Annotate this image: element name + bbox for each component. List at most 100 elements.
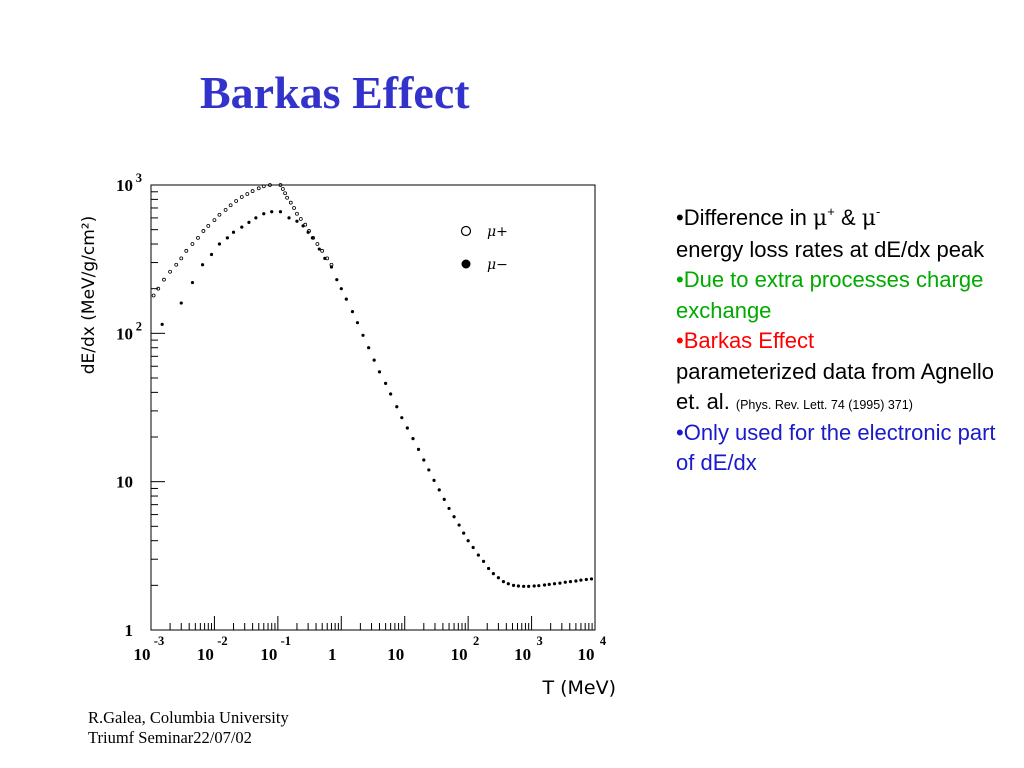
data-point-mu-minus (209, 252, 214, 257)
data-point-mu-minus (452, 515, 456, 519)
data-point-mu-minus (372, 358, 376, 362)
data-point-mu-plus (228, 203, 233, 208)
x-tick-label: 10 (451, 645, 468, 664)
data-point-mu-minus (496, 576, 501, 580)
y-tick-label: 10 (116, 473, 133, 492)
data-point-mu-minus (323, 256, 327, 261)
data-point-mu-plus (223, 207, 228, 212)
x-tick-label: 10 (578, 645, 595, 664)
data-point-mu-minus (537, 584, 541, 588)
data-point-mu-minus (179, 301, 183, 305)
mu-symbol: μ (812, 206, 828, 231)
data-point-mu-minus (240, 225, 244, 229)
data-point-mu-plus (261, 184, 266, 189)
data-point-mu-minus (516, 584, 521, 588)
y-tick-label: 1 (125, 621, 134, 640)
bullet-list: •Difference in μ+ & μ-energy loss rates … (676, 203, 1006, 479)
data-point-mu-minus (486, 566, 491, 571)
data-point-mu-minus (574, 579, 578, 583)
data-point-mu-minus (377, 370, 382, 374)
ampersand: & (834, 205, 862, 230)
data-point-mu-plus (280, 187, 285, 191)
data-point-mu-minus (278, 210, 283, 214)
data-point-mu-minus (306, 230, 310, 234)
data-point-mu-minus (350, 310, 355, 314)
y-axis-label: dE/dx (MeV/g/cm²) (79, 216, 99, 375)
data-point-mu-plus (239, 195, 244, 199)
data-point-mu-minus (160, 322, 164, 326)
data-point-mu-plus (196, 235, 200, 240)
data-point-mu-minus (295, 219, 299, 223)
data-point-mu-minus (301, 224, 305, 228)
data-point-mu-minus (522, 584, 526, 588)
reference-citation: (Phys. Rev. Lett. 74 (1995) 371) (735, 398, 913, 412)
minus-superscript: - (876, 204, 881, 219)
data-point-mu-minus (254, 216, 258, 220)
data-point-mu-plus (184, 248, 189, 253)
data-point-mu-minus (389, 392, 393, 396)
data-point-mu-minus (491, 572, 495, 576)
footer-author: R.Galea, Columbia University (88, 708, 289, 727)
data-point-mu-plus (245, 192, 250, 196)
data-point-mu-minus (547, 582, 551, 586)
data-point-mu-minus (416, 447, 421, 452)
data-point-mu-plus (298, 217, 303, 221)
data-point-mu-plus (285, 195, 290, 200)
legend: μ+ μ− (460, 224, 508, 273)
data-point-mu-minus (200, 263, 205, 267)
data-point-mu-plus (250, 189, 255, 193)
data-point-mu-minus (262, 212, 266, 216)
x-tick-exponent: -1 (281, 634, 291, 648)
data-point-mu-plus (315, 242, 320, 246)
data-point-mu-minus (329, 265, 334, 269)
data-point-mu-minus (432, 478, 436, 482)
mu-symbol: μ (861, 206, 877, 231)
bullet-electronic: •Only used for the electronic part of dE… (676, 419, 996, 476)
legend-label-mu-minus: μ− (487, 257, 508, 273)
data-point-mu-plus (268, 183, 272, 187)
x-tick-exponent: -2 (217, 634, 227, 648)
bullet-difference-rest: energy loss rates at dE/dx peak (676, 236, 985, 262)
data-point-mu-minus (501, 579, 506, 584)
data-point-mu-plus (320, 248, 325, 253)
plus-superscript: + (827, 204, 835, 219)
data-point-mu-plus (179, 256, 184, 261)
bullet-barkas: •Barkas Effect parameterized data from Ag… (676, 326, 1006, 418)
bullet-processes: •Due to extra processes charge exchange (676, 267, 984, 323)
x-tick-label: 10 (514, 645, 531, 664)
data-point-mu-minus (422, 458, 426, 462)
data-point-mu-minus (361, 333, 365, 337)
data-point-mu-plus (151, 293, 156, 298)
data-point-mu-plus (288, 200, 293, 205)
y-tick-exponent: 3 (136, 171, 142, 185)
data-point-mu-minus (558, 581, 562, 585)
data-point-mu-minus (384, 381, 388, 385)
data-point-mu-plus (292, 206, 296, 210)
x-tick-label: 10 (260, 645, 277, 664)
data-point-mu-plus (201, 229, 206, 233)
data-point-mu-minus (568, 579, 573, 584)
data-point-mu-minus (527, 584, 531, 588)
x-tick-exponent: 4 (600, 634, 607, 648)
data-point-mu-minus (335, 278, 339, 282)
legend-label-mu-plus: μ+ (487, 224, 508, 240)
data-point-mu-plus (190, 242, 195, 246)
data-point-mu-minus (395, 405, 399, 409)
bullet-barkas-heading: •Barkas Effect (676, 328, 815, 353)
slide-title: Barkas Effect (200, 67, 470, 118)
data-point-mu-minus (270, 210, 274, 214)
axis-ticks (150, 191, 593, 631)
legend-marker-mu-minus (461, 259, 471, 269)
data-point-mu-minus (506, 582, 510, 586)
data-point-mu-minus (217, 242, 222, 246)
bullet-barkas-text: parameterized data from Agnello et. al. (676, 358, 994, 415)
data-point-mu-minus (317, 247, 321, 251)
data-point-mu-minus (400, 416, 404, 420)
legend-marker-mu-plus (460, 225, 472, 237)
x-axis-label: T (MeV) (541, 677, 616, 699)
data-point-mu-minus (367, 346, 371, 350)
data-point-mu-minus (481, 559, 486, 564)
data-point-mu-plus (278, 183, 283, 187)
